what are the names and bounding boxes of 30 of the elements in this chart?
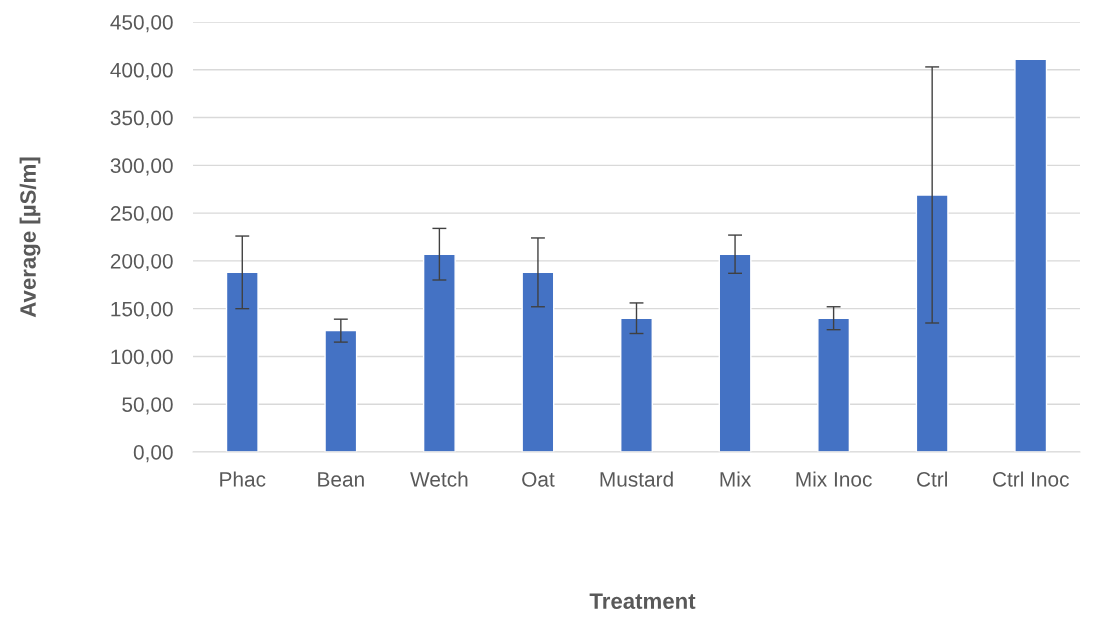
y-tick-label: 300,00 [110, 158, 173, 176]
y-tick-label: 250,00 [110, 206, 173, 224]
x-tick-label: Ctrl [917, 471, 947, 487]
x-tick-label: Oat [522, 471, 555, 487]
y-tick-label: 0,00 [133, 445, 173, 463]
y-tick-label: 150,00 [111, 301, 173, 319]
y-tick-label: 200,00 [110, 253, 173, 272]
bar [718, 253, 752, 452]
y-tick-label: 100,00 [111, 349, 173, 367]
bar [1014, 58, 1048, 452]
bar [817, 317, 851, 452]
x-tick-label: Bean [318, 472, 364, 487]
x-tick-label: Mustard [600, 471, 673, 487]
bar [324, 329, 358, 452]
x-tick-label: Wetch [410, 471, 468, 487]
x-tick-label: Phac [220, 471, 266, 487]
x-axis-title: Treatment [589, 593, 696, 609]
bar [225, 271, 259, 452]
y-tick-label: 350,00 [110, 110, 173, 128]
bar [521, 271, 555, 452]
y-tick-label: 50,00 [122, 397, 173, 415]
y-axis-title: Average [µS/m] [19, 157, 41, 318]
y-tick-label: 450,00 [110, 15, 173, 33]
x-tick-label: Ctrl Inoc [993, 471, 1069, 487]
bar [915, 194, 949, 452]
y-tick-label: 400,00 [110, 62, 173, 80]
bar [620, 317, 653, 452]
x-tick-label: Mix Inoc [796, 471, 872, 487]
bar [422, 253, 456, 452]
x-tick-label: Mix [720, 471, 752, 487]
